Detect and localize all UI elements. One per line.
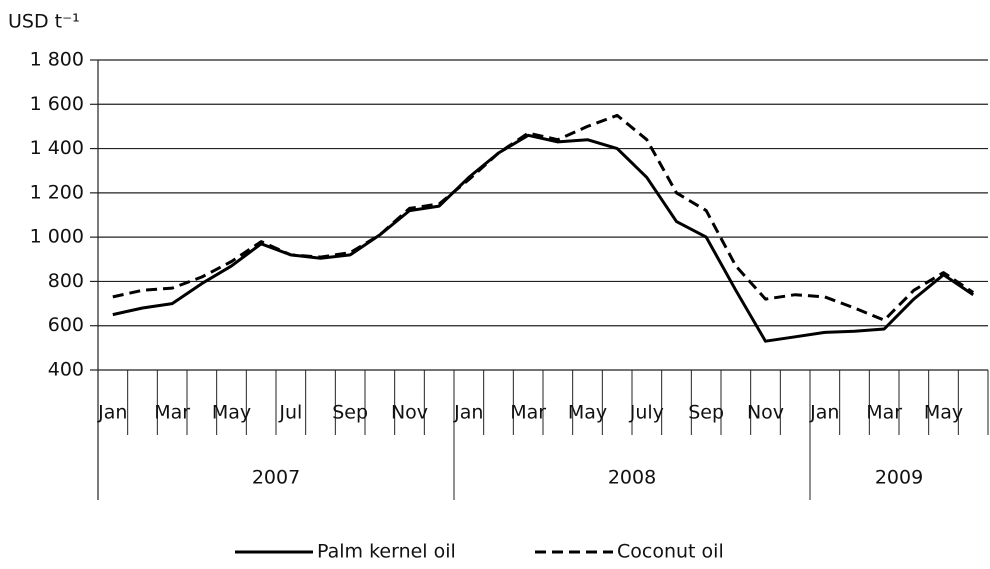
x-tick-label: Jul xyxy=(278,402,302,424)
x-tick-label: Sep xyxy=(688,402,724,424)
x-tick-label: July xyxy=(629,402,664,424)
y-axis-label: USD t⁻¹ xyxy=(8,11,80,33)
y-tick-label: 1 000 xyxy=(30,226,84,248)
data-line xyxy=(112,133,975,343)
y-tick-label: 600 xyxy=(48,314,84,336)
x-tick-label: Jan xyxy=(809,402,839,424)
year-label: 2009 xyxy=(875,467,923,489)
y-tick-label: 800 xyxy=(48,270,84,292)
x-tick-label: Nov xyxy=(391,402,428,424)
x-tick-label: Sep xyxy=(332,402,368,424)
data-line xyxy=(112,113,975,322)
x-tick-label: May xyxy=(924,402,963,424)
y-tick-label: 1 200 xyxy=(30,181,84,203)
x-tick-label: Jan xyxy=(97,402,127,424)
x-tick-label: May xyxy=(212,402,251,424)
y-tick-label: 1 600 xyxy=(30,93,84,115)
x-tick-label: Nov xyxy=(747,402,784,424)
x-tick-label: Mar xyxy=(154,402,190,424)
legend-label: Coconut oil xyxy=(617,541,724,563)
y-tick-label: 1 800 xyxy=(30,49,84,71)
x-tick-label: May xyxy=(568,402,607,424)
y-tick-label: 1 400 xyxy=(30,137,84,159)
x-tick-label: Jan xyxy=(453,402,483,424)
year-label: 2007 xyxy=(252,467,300,489)
x-tick-label: Mar xyxy=(866,402,902,424)
y-tick-label: 400 xyxy=(48,359,84,381)
x-tick-label: Mar xyxy=(510,402,546,424)
year-label: 2008 xyxy=(608,467,656,489)
legend-label: Palm kernel oil xyxy=(317,541,456,563)
